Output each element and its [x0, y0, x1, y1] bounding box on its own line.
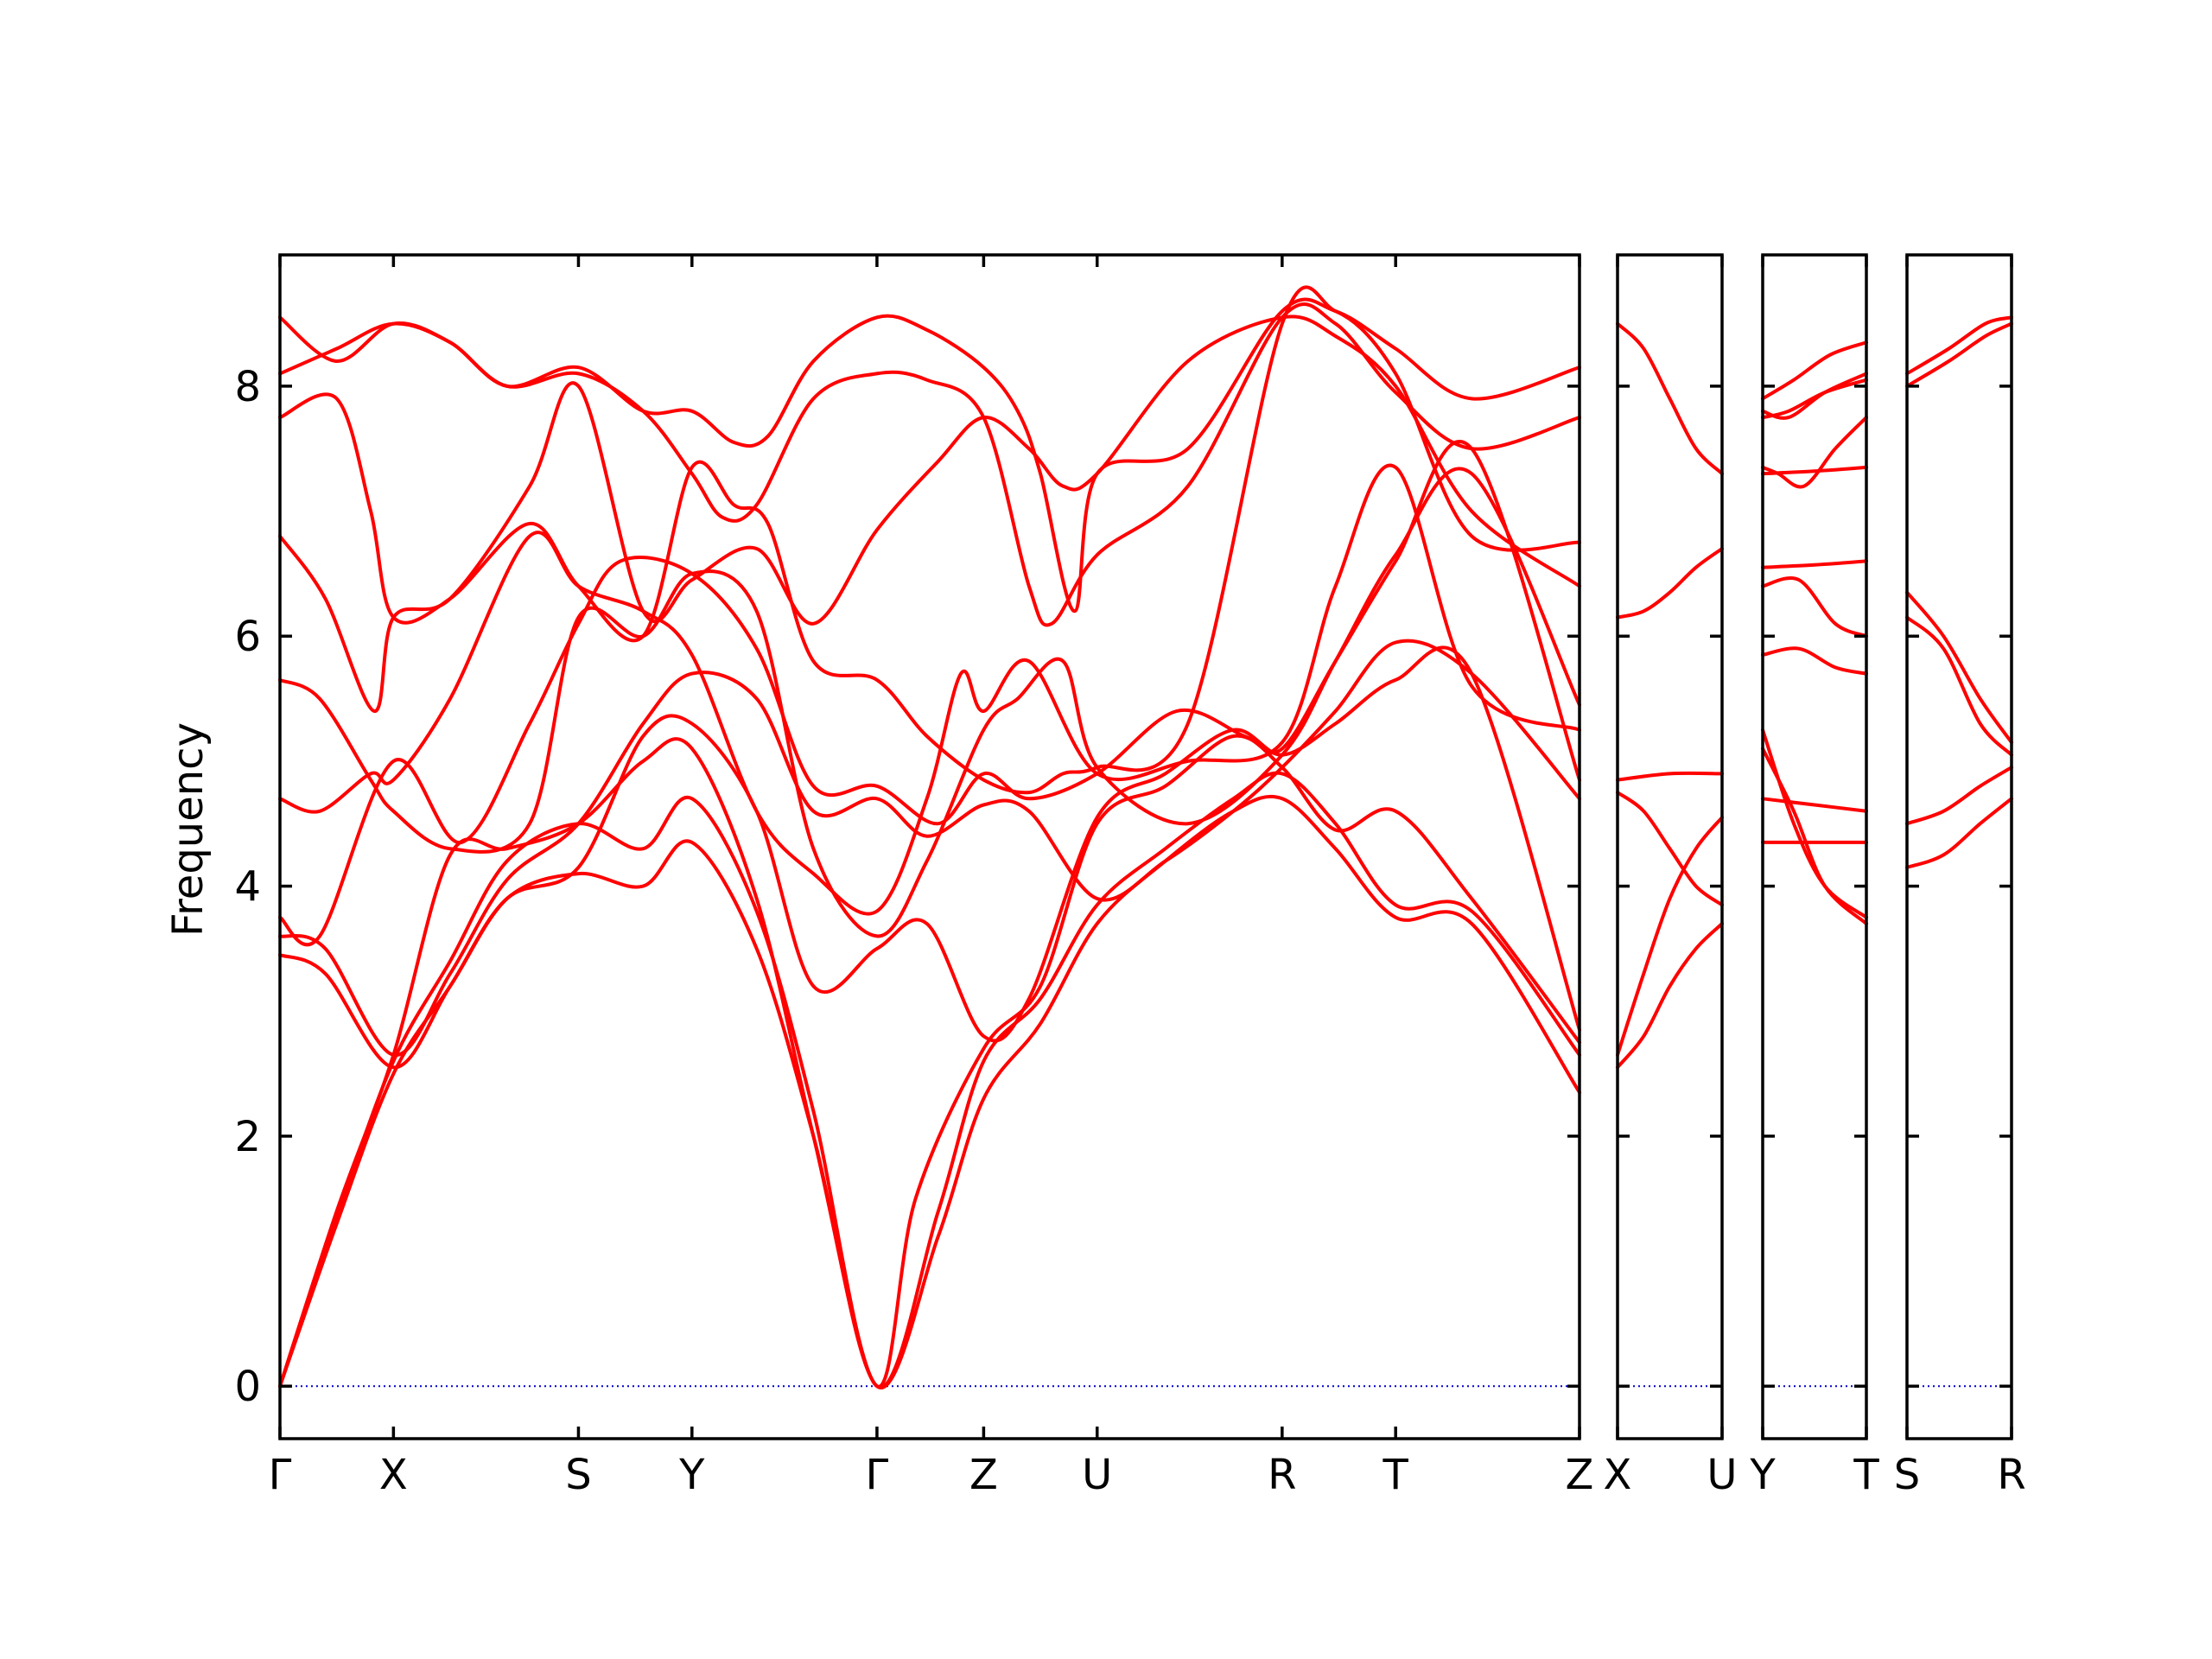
band-line-main-3 — [278, 645, 1581, 1070]
band-line-main-2 — [278, 734, 1581, 1389]
panel-frame — [1761, 253, 1868, 1440]
y-tick-label: 6 — [234, 613, 261, 661]
band-line-main-7 — [278, 467, 1581, 938]
band-line-p4-1 — [1905, 766, 2013, 826]
y-tick-label: 0 — [234, 1363, 261, 1411]
y-tick-label: 2 — [234, 1113, 261, 1161]
band-line-p4-4 — [1905, 321, 2013, 388]
band-line-main-1 — [278, 771, 1581, 1389]
panel-frame — [1616, 253, 1724, 1440]
band-line-p2-0 — [1616, 922, 1724, 1070]
band-line-p3-3 — [1761, 728, 1868, 919]
x-tick-label: U — [1707, 1451, 1737, 1499]
x-tick-label: Γ — [866, 1451, 889, 1499]
x-tick-label: S — [565, 1451, 591, 1499]
x-tick-label: Z — [969, 1451, 998, 1499]
band-line-main-4 — [278, 639, 1581, 1057]
band-line-p2-2 — [1616, 791, 1724, 907]
panel-main: 0 2 4 6 8 Γ X S Y Γ Z U R T Z — [234, 253, 1594, 1499]
band-line-p4-5 — [1905, 315, 2013, 376]
band-line-main-8 — [278, 315, 1581, 713]
band-line-p4-2 — [1905, 615, 2013, 757]
band-line-p2-5 — [1616, 321, 1724, 476]
y-tick-label: 8 — [234, 363, 261, 411]
x-tick-label: U — [1082, 1451, 1112, 1499]
band-line-p3-1 — [1761, 797, 1868, 813]
band-line-p3-5 — [1761, 576, 1868, 639]
x-tick-label: Y — [678, 1451, 705, 1499]
band-line-main-6 — [278, 463, 1581, 916]
x-tick-label: T — [1853, 1451, 1879, 1499]
band-line-main-9 — [278, 285, 1581, 795]
band-line-p4-0 — [1905, 797, 2013, 869]
band-line-p2-3 — [1616, 771, 1724, 782]
x-tick-label: X — [1604, 1451, 1632, 1499]
band-line-main-0 — [278, 794, 1581, 1390]
y-tick-label: 4 — [234, 863, 261, 912]
panel-frame — [278, 253, 1581, 1440]
x-tick-label: Γ — [269, 1451, 292, 1499]
band-line-p3-10 — [1761, 372, 1868, 420]
band-line-p3-4 — [1761, 646, 1868, 676]
band-line-p3-6 — [1761, 559, 1868, 569]
x-tick-label: Z — [1566, 1451, 1594, 1499]
band-line-p2-1 — [1616, 816, 1724, 1057]
y-axis-label: Frequency — [164, 722, 213, 937]
panel-frame — [1905, 253, 2013, 1440]
x-tick-label: X — [379, 1451, 408, 1499]
x-tick-label: T — [1382, 1451, 1409, 1499]
band-line-main-11 — [278, 297, 1581, 613]
band-line-p3-11 — [1761, 340, 1868, 401]
band-line-p3-8 — [1761, 416, 1868, 489]
x-tick-label: S — [1894, 1451, 1920, 1499]
band-line-p2-4 — [1616, 547, 1724, 620]
band-line-main-5 — [278, 440, 1581, 947]
x-tick-label: R — [1997, 1451, 2025, 1499]
x-tick-label: Y — [1749, 1451, 1776, 1499]
band-line-p4-3 — [1905, 590, 2013, 745]
x-tick-label: R — [1268, 1451, 1296, 1499]
